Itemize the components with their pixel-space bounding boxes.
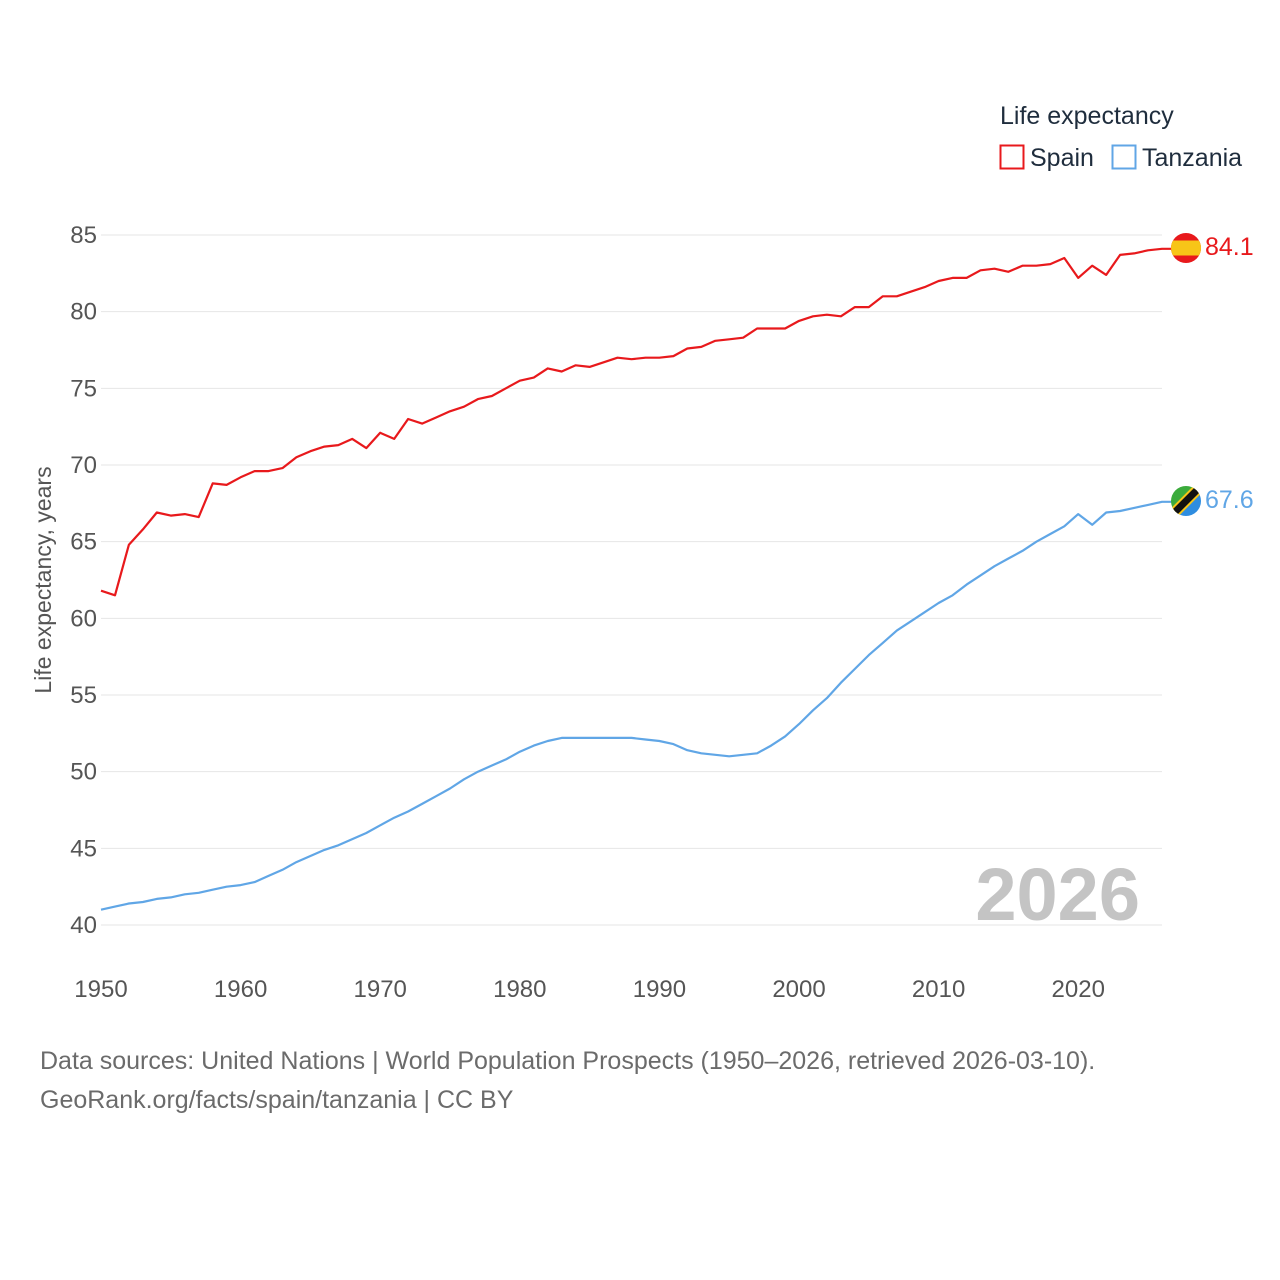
- legend-swatch-spain: [999, 144, 1025, 170]
- x-axis-ticks: 1950 1960 1970 1980 1990 2000 2010 2020: [74, 976, 1105, 1003]
- legend-item-spain[interactable]: Spain: [999, 144, 1094, 172]
- y-axis-ticks: 40 45 50 55 60 65 70 75 80 85: [70, 222, 97, 939]
- series-line-spain[interactable]: [100, 247, 1172, 597]
- y-tick-label: 70: [70, 452, 97, 479]
- y-tick-label: 65: [70, 529, 97, 556]
- y-tick-label: 60: [70, 605, 97, 632]
- legend: Life expectancy Spain Tanzania: [999, 102, 1243, 172]
- attribution-line: GeoRank.org/facts/spain/tanzania | CC BY: [40, 1086, 514, 1114]
- x-tick-label: 1980: [493, 976, 546, 1003]
- y-tick-label: 45: [70, 835, 97, 862]
- legend-label-spain: Spain: [1030, 144, 1094, 172]
- end-label-spain: 84.1: [1205, 233, 1254, 261]
- y-tick-label: 75: [70, 375, 97, 402]
- y-tick-label: 55: [70, 682, 97, 709]
- y-axis-title: Life expectancy, years: [30, 466, 56, 693]
- series-line-tanzania[interactable]: [100, 500, 1172, 911]
- x-tick-label: 2020: [1052, 976, 1105, 1003]
- gridlines: [101, 234, 1162, 926]
- x-tick-label: 1960: [214, 976, 267, 1003]
- spain-flag-icon: [1171, 233, 1201, 263]
- x-tick-label: 2010: [912, 976, 965, 1003]
- legend-label-tanzania: Tanzania: [1142, 144, 1242, 172]
- y-tick-label: 50: [70, 759, 97, 786]
- x-tick-label: 1950: [74, 976, 127, 1003]
- legend-item-tanzania[interactable]: Tanzania: [1111, 144, 1243, 172]
- legend-swatch-tanzania: [1111, 144, 1137, 170]
- series-lines: [100, 247, 1172, 911]
- footer-source: Data sources: United Nations | World Pop…: [40, 1042, 1095, 1120]
- y-tick-label: 80: [70, 299, 97, 326]
- x-tick-label: 1970: [354, 976, 407, 1003]
- x-tick-label: 1990: [633, 976, 686, 1003]
- year-watermark: 2026: [975, 853, 1140, 936]
- tanzania-flag-icon: [1171, 486, 1201, 516]
- x-tick-label: 2000: [772, 976, 825, 1003]
- y-tick-label: 40: [70, 912, 97, 939]
- source-line: Data sources: United Nations | World Pop…: [40, 1047, 1096, 1075]
- end-label-tanzania: 67.6: [1205, 486, 1254, 514]
- y-tick-label: 85: [70, 222, 97, 249]
- legend-title: Life expectancy: [1000, 102, 1174, 130]
